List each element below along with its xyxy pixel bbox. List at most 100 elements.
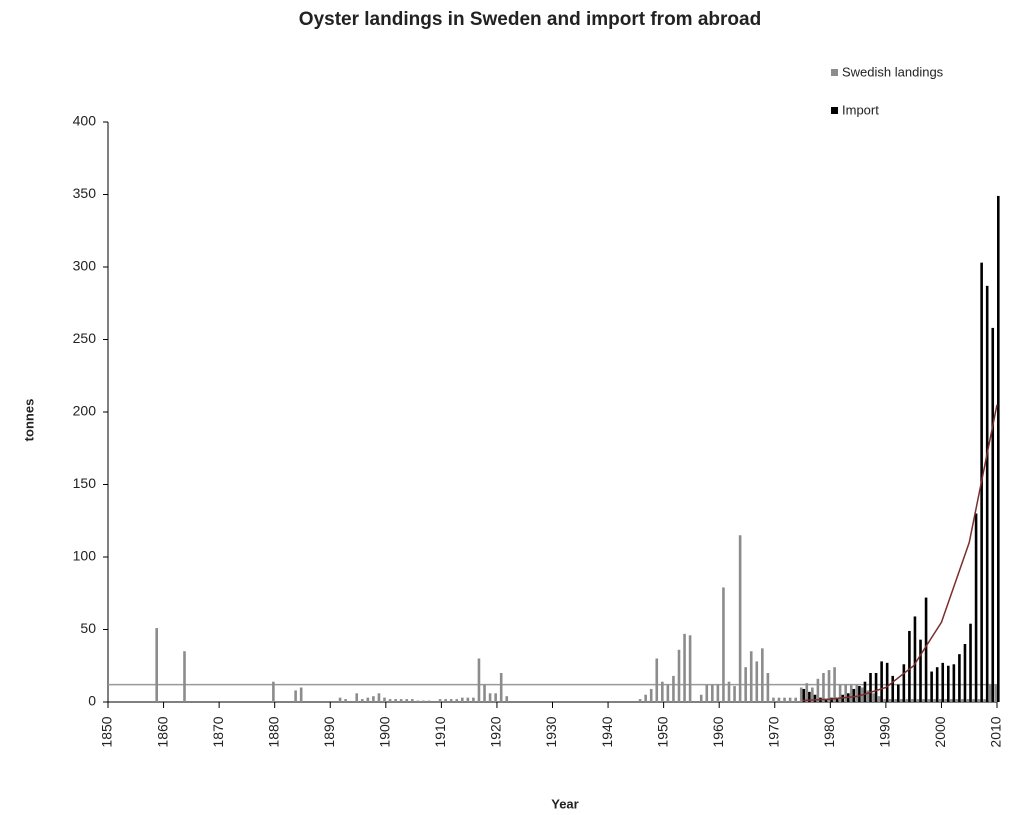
bar [952, 664, 956, 702]
bar [394, 699, 397, 702]
bar [494, 693, 497, 702]
bar [738, 535, 742, 702]
bar [716, 684, 720, 702]
bar [883, 699, 886, 702]
y-tick-label: 400 [73, 113, 97, 129]
x-tick-label: 1860 [154, 716, 170, 747]
bar [885, 662, 889, 702]
bar [997, 195, 1000, 702]
bar [438, 699, 442, 702]
trend-line [802, 404, 998, 702]
bar [913, 616, 917, 702]
bar [844, 684, 847, 702]
bar [816, 678, 820, 702]
bar [902, 664, 906, 702]
bar [794, 697, 797, 702]
bar [908, 630, 911, 702]
bar [808, 691, 811, 702]
x-tick-label: 1910 [432, 716, 448, 747]
bar [677, 649, 681, 702]
bar [899, 699, 903, 702]
bar [835, 697, 839, 702]
bar [399, 699, 403, 702]
bar [802, 688, 806, 702]
bar [483, 684, 486, 702]
bar [969, 623, 972, 702]
bar [638, 699, 642, 702]
bar [744, 667, 747, 702]
x-tick-label: 1980 [821, 716, 837, 747]
bar [974, 513, 978, 702]
bar [813, 694, 817, 702]
bar [930, 671, 933, 702]
bar [946, 665, 950, 702]
bar [688, 635, 692, 702]
bar [935, 667, 939, 702]
legend-swatch [831, 107, 838, 114]
x-tick-label: 1930 [543, 716, 559, 747]
bar [880, 661, 883, 702]
bar [699, 694, 703, 702]
bar [761, 648, 764, 702]
bar [422, 700, 425, 702]
bar [360, 699, 364, 702]
bar [949, 699, 953, 702]
bar [644, 694, 647, 702]
y-axis-label: tonnes [21, 399, 36, 442]
bar [866, 690, 870, 702]
bar [938, 699, 942, 702]
bar [824, 699, 828, 702]
x-tick-label: 1870 [210, 716, 226, 747]
bar [919, 639, 922, 702]
bar [891, 675, 895, 702]
legend-label: Swedish landings [842, 64, 944, 79]
bar [272, 681, 275, 702]
x-tick-label: 1950 [654, 716, 670, 747]
bar [183, 651, 186, 702]
bar [877, 696, 881, 702]
bar [799, 687, 803, 702]
bar [338, 697, 342, 702]
bar [961, 699, 964, 702]
y-tick-label: 350 [73, 185, 97, 201]
bar [872, 693, 875, 702]
bar [444, 699, 447, 702]
bar [705, 684, 709, 702]
bar [869, 673, 872, 702]
x-tick-label: 1960 [710, 716, 726, 747]
y-tick-label: 200 [73, 403, 97, 419]
bar [388, 699, 392, 702]
bar [822, 673, 825, 702]
bar [416, 700, 420, 702]
bar [994, 684, 997, 702]
y-tick-label: 150 [73, 475, 97, 491]
bar [666, 684, 670, 702]
bar [811, 687, 814, 702]
bar [755, 661, 759, 702]
bar [661, 681, 664, 702]
x-tick-label: 1880 [265, 716, 281, 747]
bar [466, 697, 470, 702]
y-tick-label: 0 [88, 693, 96, 709]
bar [858, 686, 861, 702]
x-axis-label: Year [551, 796, 578, 811]
bar [777, 697, 781, 702]
bar [299, 687, 303, 702]
bar [958, 654, 961, 702]
bar [405, 699, 409, 702]
bar [788, 697, 792, 702]
bar [863, 681, 867, 702]
bar [727, 681, 731, 702]
x-tick-label: 1850 [99, 716, 115, 747]
bar [972, 699, 975, 702]
bar [805, 683, 809, 702]
bar [933, 699, 936, 702]
bar [838, 684, 842, 702]
bar [977, 699, 981, 702]
bar [733, 686, 736, 702]
bar [888, 699, 892, 702]
bar [655, 658, 659, 702]
bar [911, 699, 914, 702]
bar [988, 684, 992, 702]
